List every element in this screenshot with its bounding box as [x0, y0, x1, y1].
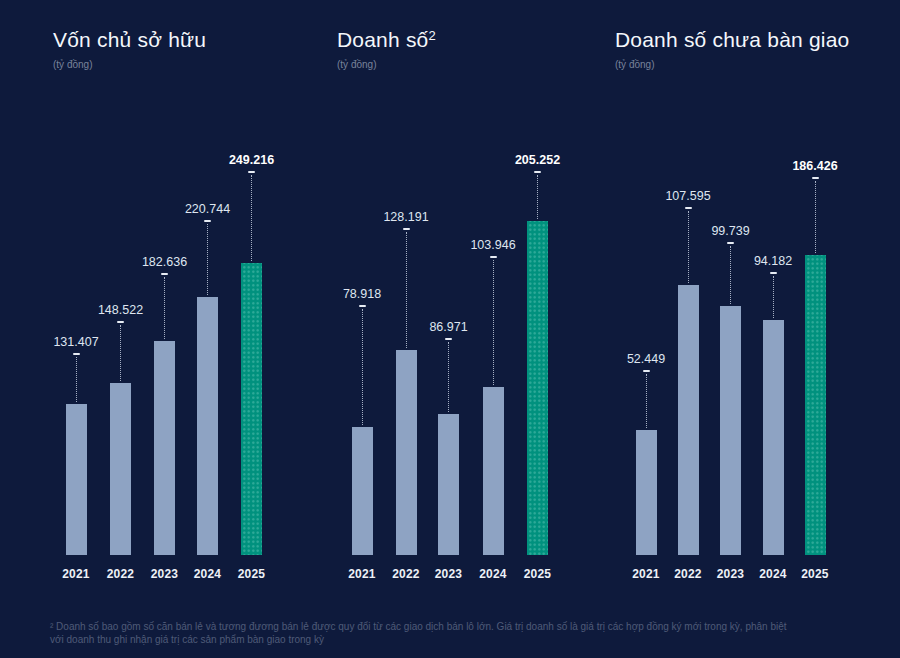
value-label-2022: 107.595	[665, 188, 710, 204]
bar-2022	[110, 383, 131, 555]
year-label-2025: 2025	[238, 567, 266, 581]
leader-line-2021	[646, 374, 647, 428]
leader-tick-2021	[359, 305, 366, 307]
bar-2022	[678, 285, 699, 555]
year-label-2023: 2023	[435, 567, 463, 581]
chart-unit-label: (tỷ đồng)	[337, 59, 436, 70]
title-superscript: 2	[429, 28, 436, 43]
value-label-2023: 99.739	[711, 223, 749, 239]
kpi-bar-charts-dashboard: Vốn chủ sở hữu (tỷ đồng) Doanh số2 (tỷ đ…	[0, 0, 900, 658]
bar-2025	[805, 255, 826, 555]
year-label-2024: 2024	[194, 567, 222, 581]
year-label-2022: 2022	[107, 567, 135, 581]
chart-unit-label: (tỷ đồng)	[615, 59, 849, 70]
value-label-2025: 249.216	[229, 152, 274, 168]
year-label-2023: 2023	[717, 567, 745, 581]
year-label-2022: 2022	[392, 567, 420, 581]
leader-tick-2023	[445, 338, 452, 340]
year-label-2022: 2022	[674, 567, 702, 581]
bar-2023	[438, 414, 459, 555]
leader-tick-2025	[534, 171, 541, 173]
leader-tick-2024	[490, 256, 497, 258]
footnote: ² Doanh số bao gồm số căn bán lẻ và tươn…	[50, 620, 787, 646]
leader-line-2021	[76, 357, 77, 402]
value-label-2022: 128.191	[383, 209, 428, 225]
leader-tick-2024	[204, 220, 211, 222]
leader-line-2025	[537, 175, 538, 219]
leader-tick-2022	[117, 321, 124, 323]
bar-2025	[241, 263, 262, 555]
bar-2021	[636, 430, 657, 555]
leader-line-2023	[164, 277, 165, 339]
year-label-2024: 2024	[479, 567, 507, 581]
leader-tick-2023	[727, 242, 734, 244]
leader-line-2025	[815, 181, 816, 253]
chart-header-doanh-so: Doanh số2 (tỷ đồng)	[337, 28, 436, 70]
value-label-2021: 78.918	[343, 286, 381, 302]
chart-title-text: Vốn chủ sở hữu	[53, 28, 206, 51]
year-label-2025: 2025	[524, 567, 552, 581]
bar-2024	[197, 297, 218, 555]
value-label-2021: 131.407	[53, 334, 98, 350]
leader-line-2022	[406, 232, 407, 348]
bar-2022	[396, 350, 417, 555]
leader-line-2023	[730, 246, 731, 304]
year-label-2025: 2025	[801, 567, 829, 581]
value-label-2023: 86.971	[429, 319, 467, 335]
value-label-2021: 52.449	[627, 351, 665, 367]
leader-tick-2025	[812, 177, 819, 179]
bar-2024	[763, 320, 784, 555]
leader-tick-2023	[161, 273, 168, 275]
chart-title: Vốn chủ sở hữu	[53, 28, 206, 52]
chart-title: Doanh số2	[337, 28, 436, 52]
value-label-2024: 94.182	[754, 253, 792, 269]
leader-tick-2021	[643, 370, 650, 372]
year-label-2021: 2021	[632, 567, 660, 581]
footnote-line: ² Doanh số bao gồm số căn bán lẻ và tươn…	[50, 620, 787, 633]
footnote-line: với doanh thu ghi nhận giá trị các sản p…	[50, 633, 787, 646]
leader-line-2021	[362, 309, 363, 425]
bar-2023	[154, 341, 175, 555]
value-label-2022: 148.522	[98, 302, 143, 318]
chart-unit-label: (tỷ đồng)	[53, 59, 206, 70]
value-label-2024: 220.744	[185, 201, 230, 217]
bar-2025	[527, 221, 548, 555]
leader-line-2023	[448, 342, 449, 412]
chart-title: Doanh số chưa bàn giao	[615, 28, 849, 52]
chart-header-von-chu-so-huu: Vốn chủ sở hữu (tỷ đồng)	[53, 28, 206, 70]
leader-line-2024	[773, 276, 774, 318]
bar-2023	[720, 306, 741, 555]
leader-line-2025	[251, 175, 252, 261]
bar-2024	[483, 387, 504, 555]
leader-tick-2021	[73, 353, 80, 355]
year-label-2024: 2024	[759, 567, 787, 581]
leader-line-2024	[207, 224, 208, 295]
leader-line-2024	[493, 260, 494, 385]
leader-tick-2022	[403, 228, 410, 230]
value-label-2024: 103.946	[470, 237, 515, 253]
year-label-2021: 2021	[62, 567, 90, 581]
year-label-2021: 2021	[348, 567, 376, 581]
chart-title-text: Doanh số chưa bàn giao	[615, 28, 849, 51]
bar-2021	[352, 427, 373, 555]
leader-tick-2022	[685, 207, 692, 209]
leader-line-2022	[688, 211, 689, 283]
value-label-2025: 205.252	[515, 152, 560, 168]
value-label-2025: 186.426	[792, 158, 837, 174]
bar-2021	[66, 404, 87, 555]
chart-title-text: Doanh số	[337, 28, 429, 51]
chart-header-doanh-so-chua-ban-giao: Doanh số chưa bàn giao (tỷ đồng)	[615, 28, 849, 70]
year-label-2023: 2023	[151, 567, 179, 581]
leader-tick-2025	[248, 171, 255, 173]
value-label-2023: 182.636	[142, 254, 187, 270]
leader-tick-2024	[770, 272, 777, 274]
leader-line-2022	[120, 325, 121, 381]
